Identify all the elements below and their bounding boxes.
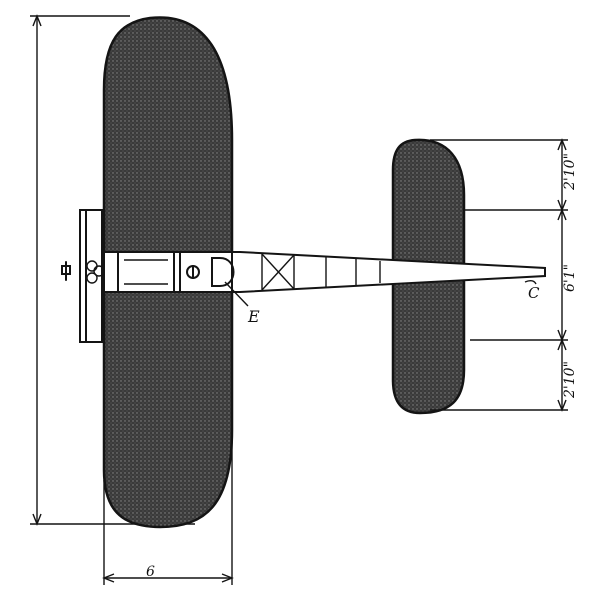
label-c: C [524,279,540,302]
tail-mid-span-label: 6'1" [562,264,578,292]
label-e: E [224,281,260,326]
propeller-hub [61,260,105,284]
tail-top-span-label: 2'10" [562,153,578,191]
front-mount [79,209,104,343]
wing-chord-dimension: 6 [102,400,234,585]
tail-bottom-span-label: 2'10" [562,361,578,399]
label-e-text: E [247,307,260,326]
label-c-text: C [528,284,540,302]
wing-span-dimension [30,14,195,526]
tail-span-dimensions: 2'10" 6'1" 2'10" [430,138,578,412]
wing-chord-label: 6 [146,564,155,580]
fuselage [103,251,546,293]
